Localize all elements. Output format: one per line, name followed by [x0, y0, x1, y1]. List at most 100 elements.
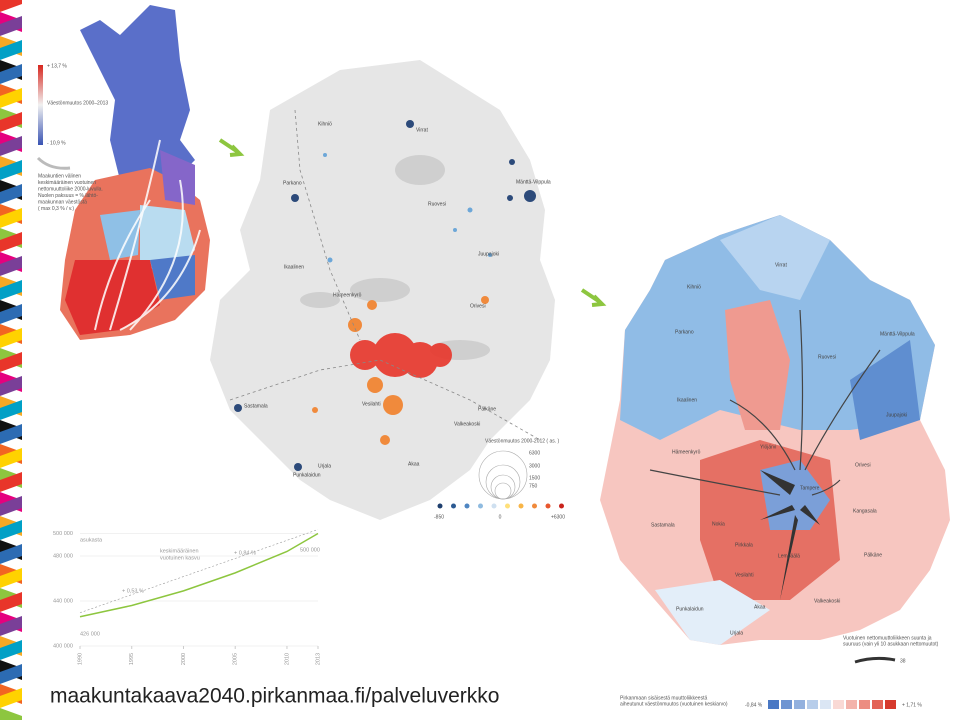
growth-label: vuotuinen kasvu: [160, 555, 200, 561]
trend-line: [79, 529, 319, 614]
town-label: Virrat: [416, 127, 428, 133]
town-label: Valkeakoski: [454, 421, 480, 427]
town-label: Mänttä-Vilppula: [880, 331, 915, 337]
stripe: [0, 351, 22, 372]
stripe: [0, 111, 22, 132]
migration-map: Kihniö Virrat Parkano Ruovesi Mänttä-Vilppul…: [600, 215, 950, 709]
stripe: [0, 495, 22, 516]
scale-swatch: [872, 700, 883, 709]
stripe: [0, 591, 22, 612]
stripe: [0, 543, 22, 564]
scale-label: -850: [434, 514, 444, 520]
stripe: [0, 519, 22, 540]
scale-label: 0: [499, 514, 502, 520]
stripe: [0, 471, 22, 492]
town-label: Mänttä-Vilppula: [516, 179, 551, 185]
stripe: [0, 423, 22, 444]
scale-swatch: [768, 700, 779, 709]
town-label: Virrat: [775, 262, 787, 268]
scale-swatch: [505, 503, 510, 509]
town-label: Juupajoki: [478, 251, 499, 257]
town-label: Orivesi: [470, 303, 486, 309]
town-label: Hämeenkyrö: [333, 292, 362, 298]
x-tick-label: 2010: [284, 653, 290, 665]
scale-swatch: [859, 700, 870, 709]
scale-min: -0,84 %: [745, 702, 763, 708]
finland-map: + 13,7 % Väestönmuutos 2000–2013 - 10,9 …: [36, 5, 210, 340]
stripe: [0, 207, 22, 228]
size-label: 750: [529, 483, 538, 489]
scale-max: + 1,71 %: [902, 702, 922, 708]
x-tick-label: 2000: [181, 653, 187, 665]
scale-swatch: [820, 700, 831, 709]
size-label: 1500: [529, 475, 540, 481]
arrow-label: 38: [900, 658, 906, 664]
y-tick-label: 400 000: [53, 643, 73, 649]
stripe: [0, 567, 22, 588]
town-label: Pirkkala: [735, 542, 753, 548]
legend-note: nettomuuttoliike 2000-luvulla.: [38, 186, 103, 192]
legend-min: - 10,9 %: [47, 140, 66, 146]
town-label: Ikaalinen: [677, 397, 697, 403]
stripe: [0, 0, 22, 12]
stripe: [0, 639, 22, 660]
arrow: [580, 288, 607, 307]
x-tick-label: 1990: [77, 653, 83, 665]
series-line: [79, 532, 319, 618]
scale-swatch: [846, 700, 857, 709]
legend-note: Maakuntien välinen: [38, 173, 81, 179]
stripe: [0, 231, 22, 252]
town-label: Kangasala: [853, 508, 877, 514]
town-label: Kihniö: [687, 284, 701, 290]
legend-note: keskimääräinen vuotuinen: [38, 180, 96, 186]
stripe: [0, 63, 22, 84]
annotation: + 0,84 %: [234, 550, 256, 556]
town-label: Nokia: [712, 521, 725, 527]
town-label: Sastamala: [244, 403, 268, 409]
scale-swatch: [559, 503, 564, 509]
town-label: Kihniö: [318, 121, 332, 127]
town-label: Pälkäne: [864, 552, 882, 558]
scale-swatch: [807, 700, 818, 709]
size-label: 6300: [529, 450, 540, 456]
annotation: + 0,53 %: [122, 588, 144, 594]
scale-title: Pirkanmaan sisäisestä muuttoliikkeestä: [620, 695, 707, 701]
line-chart: 400 000 440 000 480 000 500 000 1990 1995 2000…: [53, 529, 321, 665]
stripe: [0, 687, 22, 708]
y-tick-label: 500 000: [53, 531, 73, 537]
stripe: [0, 183, 22, 204]
y-tick-label: 440 000: [53, 598, 73, 604]
stripe: [0, 279, 22, 300]
growth-label: keskimääräinen: [160, 548, 199, 554]
end-label: 500 000: [300, 547, 320, 553]
town-label: Urjala: [318, 463, 331, 469]
scale-swatch: [833, 700, 844, 709]
caption: maakuntakaava2040.pirkanmaa.fi/palveluve…: [50, 685, 499, 708]
scale-swatch: [781, 700, 792, 709]
town-label: Vesilahti: [362, 401, 381, 407]
stripe: [0, 708, 22, 720]
scale-label: +6300: [551, 514, 565, 520]
scale-swatch: [518, 503, 524, 509]
stripe-border: [0, 0, 22, 720]
scale-swatch: [451, 503, 456, 509]
town-label: Lempäälä: [778, 553, 800, 559]
legend-title: Väestönmuutos 2000–2013: [47, 100, 108, 106]
legend-note: maakunnan väestöstä: [38, 199, 87, 205]
stripe: [0, 375, 22, 396]
scale-swatch: [794, 700, 805, 709]
scale-swatch: [464, 503, 470, 509]
stripe: [0, 303, 22, 324]
town-label: Akaa: [754, 604, 766, 610]
town-label: Valkeakoski: [814, 598, 840, 604]
town-label: Ikaalinen: [284, 264, 304, 270]
scale-title: aiheutunut väestönmuutos (vuotuinen kesk…: [620, 701, 728, 707]
stripe: [0, 447, 22, 468]
town-label: Urjala: [730, 630, 743, 636]
town-label: Parkano: [675, 329, 694, 335]
town-label: Tampere: [800, 485, 820, 491]
start-label: 426 000: [80, 631, 100, 637]
stripe: [0, 87, 22, 108]
population-map: Kihniö Virrat Mänttä-Vilppula Parkano Ruoves…: [210, 60, 565, 520]
scale-swatch: [532, 503, 537, 509]
